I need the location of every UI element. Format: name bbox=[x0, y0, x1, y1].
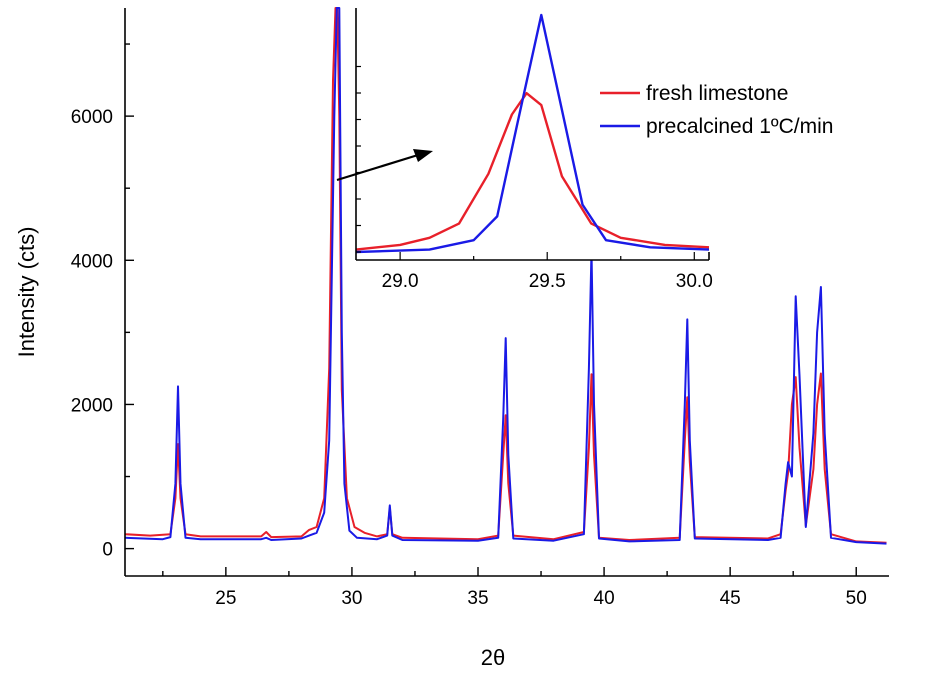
legend-label-precalcined: precalcined 1ºC/min bbox=[646, 115, 833, 138]
series-line-precalcined-1-c-min bbox=[124, 7, 887, 545]
y-axis-title: Intensity (cts) bbox=[14, 227, 39, 358]
x-tick-label-50: 50 bbox=[846, 588, 867, 609]
x-tick-label-25: 25 bbox=[215, 588, 236, 609]
legend-item-precalcined: precalcined 1ºC/min bbox=[600, 115, 833, 138]
zoom-arrow-head bbox=[413, 149, 433, 162]
inset-x-tick-label-29.5: 29.5 bbox=[529, 271, 566, 292]
inset-plot: 29.0 29.5 30.0 bbox=[355, 8, 713, 292]
inset-y-ticks bbox=[356, 65, 361, 253]
zoom-arrow bbox=[336, 149, 433, 182]
x-tick-label-40: 40 bbox=[594, 588, 615, 609]
legend: fresh limestone precalcined 1ºC/min bbox=[600, 82, 833, 138]
legend-item-fresh-limestone: fresh limestone bbox=[600, 82, 788, 105]
inset-x-tick-label-30: 30.0 bbox=[676, 271, 713, 292]
y-tick-label-2000: 2000 bbox=[71, 395, 113, 416]
inset-series-line-precalcined-1-c-min bbox=[355, 13, 710, 254]
y-tick-label-6000: 6000 bbox=[71, 107, 113, 128]
x-axis-title: 2θ bbox=[481, 645, 505, 670]
inset-series-layer bbox=[355, 13, 710, 254]
x-tick-label-45: 45 bbox=[720, 588, 741, 609]
y-tick-label-4000: 4000 bbox=[71, 251, 113, 272]
x-ticks: 25 30 35 40 45 50 bbox=[162, 567, 867, 609]
inset-x-tick-label-29: 29.0 bbox=[382, 271, 419, 292]
legend-label-fresh-limestone: fresh limestone bbox=[646, 82, 788, 105]
x-tick-label-35: 35 bbox=[467, 588, 488, 609]
y-ticks: 0 2000 4000 6000 bbox=[71, 43, 134, 561]
main-series-layer bbox=[124, 7, 887, 545]
inset-series-line-fresh-limestone bbox=[355, 92, 710, 251]
zoom-arrow-shaft bbox=[336, 153, 419, 182]
main-plot: 25 30 35 40 45 50 0 2000 4000 6000 2θ Intensity … bbox=[14, 7, 889, 670]
x-tick-label-30: 30 bbox=[341, 588, 362, 609]
inset-x-ticks: 29.0 29.5 30.0 bbox=[382, 252, 713, 292]
y-tick-label-0: 0 bbox=[102, 540, 113, 561]
